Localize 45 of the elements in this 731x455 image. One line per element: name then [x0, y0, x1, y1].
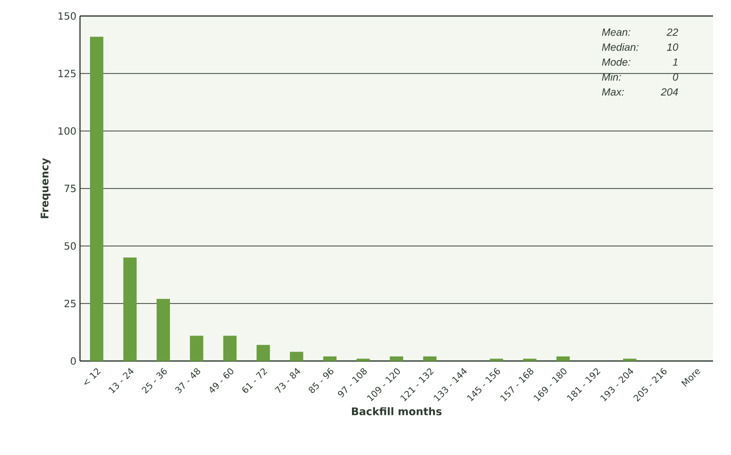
annotation: Min: — [602, 73, 621, 81]
annotation: 10 — [666, 43, 678, 51]
x-tick-label: 37 - 48 — [174, 368, 200, 394]
bar — [423, 356, 436, 361]
x-tick-label: 13 - 24 — [108, 368, 134, 394]
y-tick-label: 150 — [58, 12, 76, 20]
annotation: Median: — [602, 43, 638, 51]
annotation: 0 — [672, 73, 678, 81]
x-tick-label: 49 - 60 — [210, 368, 234, 393]
y-tick-label: 100 — [58, 127, 76, 135]
annotation: 22 — [666, 28, 678, 36]
bar — [390, 356, 404, 361]
y-tick-label: 125 — [58, 70, 76, 78]
x-tick-label: 145 - 156 — [466, 368, 500, 402]
x-tick-label: 121 - 132 — [400, 368, 434, 402]
y-tick-label: 25 — [64, 300, 76, 308]
x-axis-title: Backfill months — [352, 407, 442, 416]
bar — [156, 298, 170, 361]
bar — [290, 352, 304, 361]
y-tick-label: 0 — [70, 357, 76, 365]
annotation: Max: — [602, 88, 624, 96]
annotation: 204 — [660, 88, 678, 96]
x-tick-label: 25 - 36 — [142, 368, 167, 394]
bar — [556, 356, 570, 361]
x-tick-label: 109 - 120 — [367, 368, 400, 402]
y-tick-label: 50 — [64, 242, 76, 250]
bar — [90, 36, 104, 361]
x-tick-label: 85 - 96 — [308, 368, 334, 393]
y-axis-title: Frequency — [40, 158, 51, 218]
x-tick-label: 181 - 192 — [566, 368, 600, 402]
annotation: 1 — [672, 58, 678, 66]
bar — [256, 344, 270, 361]
y-tick-label: 75 — [64, 184, 76, 192]
x-tick-label: < 12 — [84, 368, 101, 385]
bar — [123, 257, 137, 361]
x-tick-label: 169 - 180 — [534, 368, 566, 402]
annotation: Mode: — [602, 58, 630, 66]
x-tick-label: 133 - 144 — [434, 368, 467, 402]
bar — [223, 336, 237, 361]
x-tick-label: 73 - 84 — [274, 368, 300, 393]
bar — [190, 336, 204, 361]
x-tick-label: 61 - 72 — [242, 368, 268, 393]
bar — [323, 356, 337, 361]
x-tick-label: 97 - 108 — [338, 368, 367, 398]
annotation: Mean: — [602, 28, 630, 36]
